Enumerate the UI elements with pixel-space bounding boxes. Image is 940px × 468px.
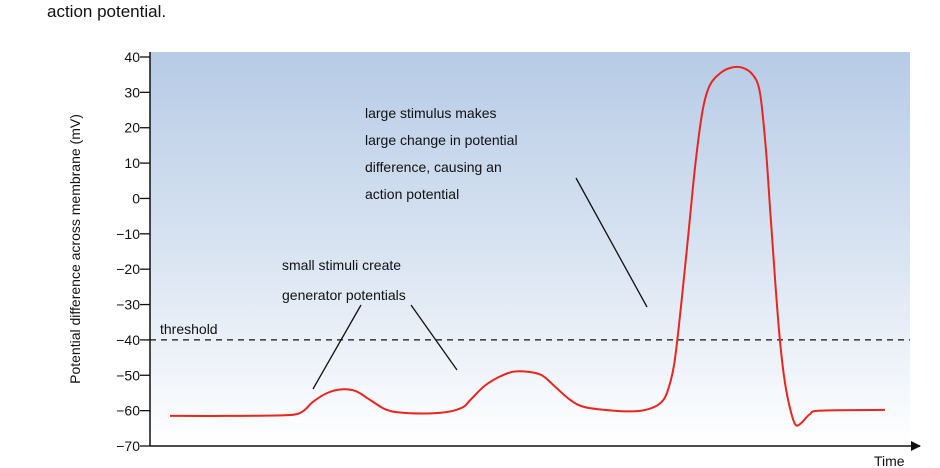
y-tick-label: 30: [124, 84, 140, 100]
y-tick-label: −40: [116, 332, 140, 348]
plot-background: [150, 52, 910, 446]
annotation-large-line-2: large change in potential: [365, 132, 518, 148]
y-tick-label: −10: [116, 226, 140, 242]
annotation-large-line-4: action potential: [365, 186, 459, 202]
y-axis-label: Potential difference across membrane (mV…: [67, 114, 83, 384]
y-tick-label: −20: [116, 261, 140, 277]
annotation-large-pointer: [575, 177, 648, 308]
y-tick-label: 0: [132, 190, 140, 206]
annotation-small-line-1: small stimuli create: [282, 257, 401, 273]
x-axis-label: Time: [874, 453, 905, 468]
y-tick-label: 10: [124, 155, 140, 171]
annotation-large-line-1: large stimulus makes: [365, 105, 497, 121]
y-axis-ticks: 40 30 20 10 0 −10 −20 −30 −40 −50 −60 −70: [116, 49, 150, 454]
y-tick-label: −50: [116, 367, 140, 383]
membrane-potential-line: [169, 65, 886, 427]
y-tick-label: −70: [116, 438, 140, 454]
y-tick-label: 20: [124, 120, 140, 136]
y-tick-label: −60: [116, 403, 140, 419]
annotation-small-pointer-1: [312, 304, 362, 390]
annotation-large-line-3: difference, causing an: [365, 159, 502, 175]
annotation-small-pointer-2: [410, 304, 458, 371]
annotation-small-line-2: generator potentials: [282, 287, 406, 303]
annotation-small-stimuli: small stimuli create generator potential…: [282, 257, 458, 390]
threshold-label: threshold: [160, 321, 218, 337]
y-tick-label: 40: [124, 49, 140, 65]
annotation-large-stimulus: large stimulus makes large change in pot…: [365, 105, 648, 308]
y-tick-label: −30: [116, 297, 140, 313]
caption-text: action potential.: [47, 2, 167, 21]
